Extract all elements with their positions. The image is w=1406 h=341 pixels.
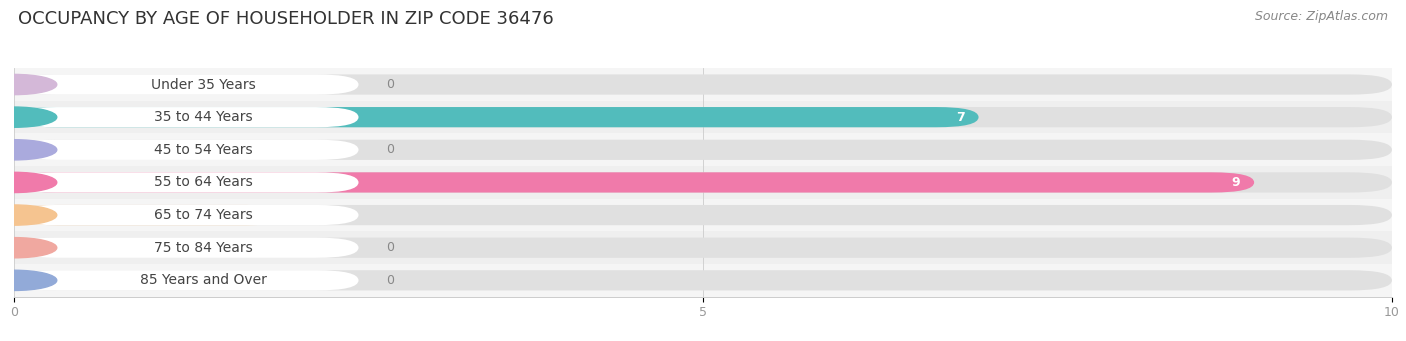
Circle shape <box>0 270 56 291</box>
Text: 2: 2 <box>267 209 276 222</box>
FancyBboxPatch shape <box>14 270 359 291</box>
Circle shape <box>0 172 56 193</box>
Circle shape <box>0 238 56 258</box>
Bar <box>14 166 1392 199</box>
Text: 0: 0 <box>387 78 394 91</box>
Text: Under 35 Years: Under 35 Years <box>150 77 256 91</box>
FancyBboxPatch shape <box>14 270 1392 291</box>
Bar <box>14 101 1392 133</box>
Circle shape <box>0 74 56 95</box>
Text: OCCUPANCY BY AGE OF HOUSEHOLDER IN ZIP CODE 36476: OCCUPANCY BY AGE OF HOUSEHOLDER IN ZIP C… <box>18 10 554 28</box>
Text: 55 to 64 Years: 55 to 64 Years <box>155 175 253 190</box>
Bar <box>14 232 1392 264</box>
FancyBboxPatch shape <box>14 74 1392 95</box>
FancyBboxPatch shape <box>14 238 1392 258</box>
FancyBboxPatch shape <box>14 172 359 193</box>
FancyBboxPatch shape <box>14 140 1392 160</box>
Bar <box>14 264 1392 297</box>
Text: 45 to 54 Years: 45 to 54 Years <box>155 143 253 157</box>
FancyBboxPatch shape <box>14 107 1392 127</box>
Circle shape <box>0 205 56 225</box>
FancyBboxPatch shape <box>14 172 1392 193</box>
FancyBboxPatch shape <box>14 107 359 127</box>
FancyBboxPatch shape <box>14 74 359 95</box>
FancyBboxPatch shape <box>14 107 979 127</box>
FancyBboxPatch shape <box>14 205 359 225</box>
FancyBboxPatch shape <box>14 140 359 160</box>
Bar <box>14 133 1392 166</box>
FancyBboxPatch shape <box>14 172 1254 193</box>
Text: Source: ZipAtlas.com: Source: ZipAtlas.com <box>1254 10 1388 23</box>
FancyBboxPatch shape <box>14 205 290 225</box>
Bar <box>14 199 1392 232</box>
Bar <box>14 68 1392 101</box>
Text: 35 to 44 Years: 35 to 44 Years <box>155 110 253 124</box>
Text: 75 to 84 Years: 75 to 84 Years <box>155 241 253 255</box>
Text: 0: 0 <box>387 143 394 156</box>
Text: 85 Years and Over: 85 Years and Over <box>141 273 267 287</box>
Circle shape <box>0 140 56 160</box>
Circle shape <box>0 107 56 127</box>
FancyBboxPatch shape <box>14 238 359 258</box>
Text: 0: 0 <box>387 274 394 287</box>
Text: 0: 0 <box>387 241 394 254</box>
Text: 9: 9 <box>1232 176 1240 189</box>
FancyBboxPatch shape <box>14 205 1392 225</box>
Text: 7: 7 <box>956 111 965 124</box>
Text: 65 to 74 Years: 65 to 74 Years <box>155 208 253 222</box>
